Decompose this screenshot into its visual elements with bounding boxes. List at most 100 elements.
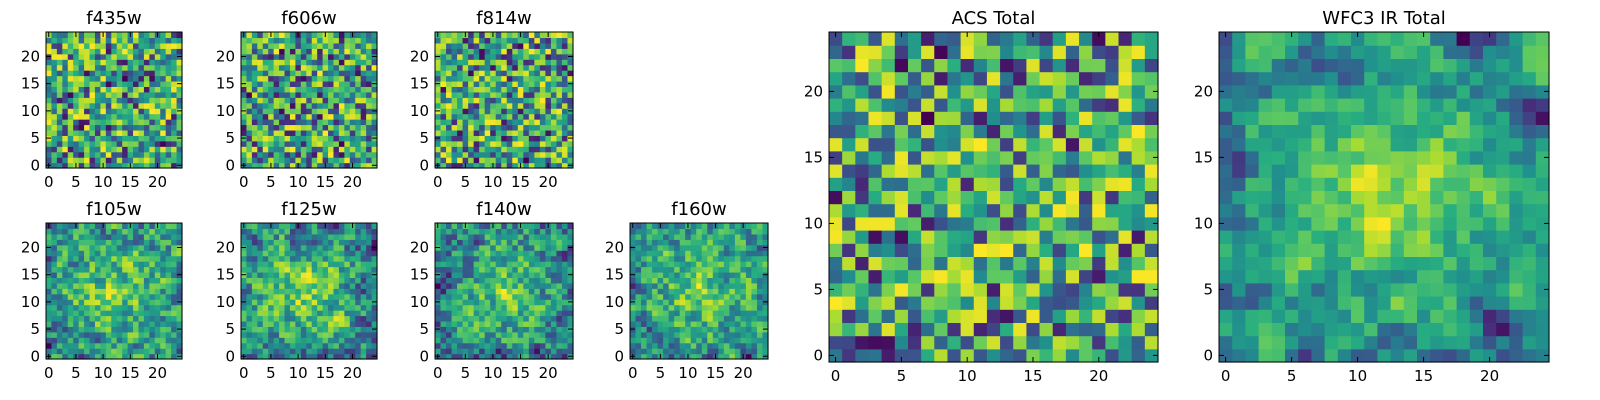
heatmap-cell	[306, 244, 313, 251]
heatmap-cell	[729, 353, 736, 360]
heatmap-cell	[279, 288, 286, 295]
heatmap-cell	[685, 288, 692, 295]
heatmap-cell	[512, 59, 519, 66]
heatmap-cell	[94, 64, 101, 71]
heatmap-cell	[100, 326, 107, 333]
heatmap-cell	[317, 266, 324, 273]
heatmap-cell	[512, 250, 519, 257]
heatmap-cell	[473, 162, 480, 169]
heatmap-cell	[67, 348, 74, 355]
heatmap-cell	[160, 304, 167, 311]
heatmap-cell	[484, 59, 491, 66]
heatmap-cell	[127, 331, 134, 338]
heatmap-cell	[446, 250, 453, 257]
heatmap-cell	[457, 146, 464, 153]
heatmap-cell	[641, 310, 648, 317]
heatmap-cell	[751, 250, 758, 257]
heatmap-cell	[539, 320, 546, 327]
heatmap-cell	[165, 64, 172, 71]
heatmap-cell	[517, 146, 524, 153]
heatmap-cell	[62, 353, 69, 360]
heatmap-cell	[567, 228, 574, 235]
heatmap-cell	[171, 102, 178, 109]
heatmap-cell	[160, 124, 167, 131]
heatmap-cell	[333, 135, 340, 142]
heatmap-cell	[934, 190, 949, 205]
heatmap-cell	[51, 32, 58, 39]
heatmap-cell	[67, 86, 74, 93]
heatmap-cell	[333, 271, 340, 278]
heatmap-cell	[371, 304, 378, 311]
heatmap-cell	[84, 162, 91, 169]
heatmap-cell	[241, 48, 248, 55]
heatmap-cell	[512, 304, 519, 311]
heatmap-cell	[371, 124, 378, 131]
heatmap-cell	[127, 140, 134, 147]
heatmap-cell	[685, 326, 692, 333]
heatmap-cell	[322, 151, 329, 158]
heatmap-cell	[78, 102, 85, 109]
heatmap-cell	[56, 299, 63, 306]
heatmap-cell	[338, 282, 345, 289]
heatmap-cell	[646, 315, 653, 322]
heatmap-cell	[116, 315, 123, 322]
heatmap-cell	[523, 293, 530, 300]
heatmap-cell	[338, 337, 345, 344]
heatmap-cell	[338, 91, 345, 98]
heatmap-cell	[94, 266, 101, 273]
heatmap-cell	[317, 261, 324, 268]
heatmap-cell	[317, 255, 324, 262]
heatmap-cell	[122, 70, 129, 77]
heatmap-cell	[62, 228, 69, 235]
heatmap-cell	[311, 320, 318, 327]
heatmap-cell	[78, 70, 85, 77]
heatmap-cell	[306, 228, 313, 235]
heatmap-cell	[371, 277, 378, 284]
heatmap-cell	[89, 304, 96, 311]
heatmap-cell	[366, 353, 373, 360]
heatmap-cell	[685, 228, 692, 235]
heatmap-cell	[545, 310, 552, 317]
heatmap-cell	[561, 162, 569, 169]
heatmap-cell	[257, 299, 264, 306]
heatmap-cell	[668, 353, 675, 360]
heatmap-cell	[160, 282, 167, 289]
heatmap-cell	[868, 177, 883, 191]
heatmap-cell	[440, 108, 447, 115]
heatmap-cell	[338, 113, 345, 120]
heatmap-cell	[545, 348, 552, 355]
heatmap-cell	[67, 353, 74, 360]
heatmap-cell	[105, 140, 112, 147]
heatmap-cell	[67, 48, 74, 55]
heatmap-cell	[105, 37, 112, 44]
heatmap-cell	[133, 299, 140, 306]
heatmap-cell	[729, 223, 736, 230]
heatmap-cell	[171, 157, 178, 164]
heatmap-cell	[484, 162, 491, 169]
heatmap-cell	[734, 337, 741, 344]
heatmap-cell	[241, 239, 248, 246]
heatmap-cell	[756, 233, 764, 240]
heatmap-cell	[56, 288, 63, 295]
heatmap-cell	[921, 282, 935, 297]
heatmap-cell	[679, 239, 686, 246]
heatmap-cell	[512, 266, 519, 273]
heatmap-cell	[534, 70, 541, 77]
heatmap-cell	[251, 48, 258, 55]
heatmap-cell	[176, 70, 183, 77]
heatmap-cell	[84, 315, 91, 322]
heatmap-cell	[630, 320, 637, 327]
heatmap-cell	[506, 293, 513, 300]
heatmap-cell	[1026, 296, 1041, 310]
heatmap-cell	[176, 239, 183, 246]
heatmap-cell	[360, 239, 367, 246]
heatmap-cell	[171, 353, 178, 360]
heatmap-cell	[149, 64, 156, 71]
heatmap-cell	[138, 59, 145, 66]
heatmap-cell	[105, 70, 112, 77]
heatmap-cell	[468, 293, 475, 300]
heatmap-cell	[154, 293, 161, 300]
heatmap-cell	[62, 299, 69, 306]
heatmap-cell	[495, 223, 502, 230]
heatmap-cell	[295, 59, 302, 66]
